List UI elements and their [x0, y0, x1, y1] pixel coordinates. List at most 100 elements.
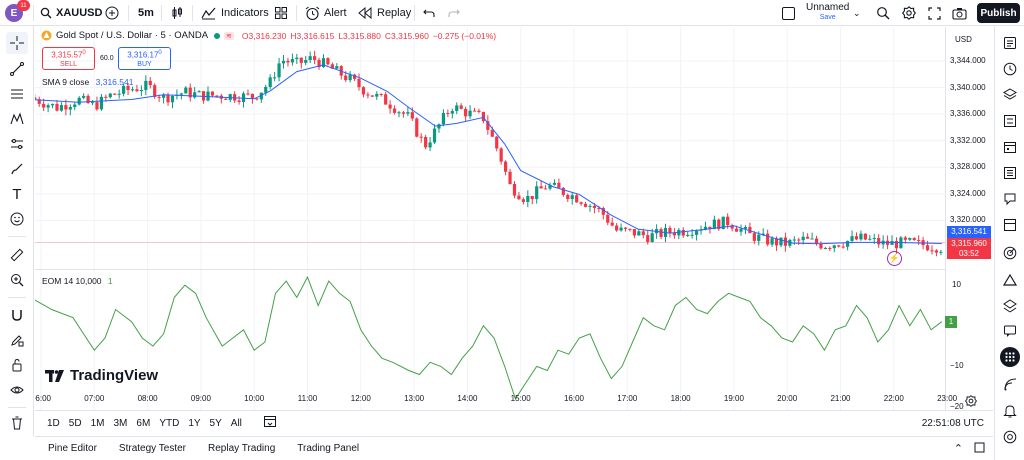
screener-button[interactable]: [999, 214, 1021, 236]
range-button[interactable]: 5D: [68, 418, 82, 429]
settings-button[interactable]: [902, 0, 916, 26]
interval-button[interactable]: 5m: [138, 7, 154, 19]
range-button[interactable]: All: [230, 418, 242, 429]
redo-button[interactable]: [448, 0, 460, 26]
forecast-tool[interactable]: [6, 133, 28, 155]
candle-body: [486, 121, 490, 130]
replay-button[interactable]: Replay: [358, 0, 411, 26]
clock-timezone[interactable]: 22:51:08 UTC: [921, 418, 984, 429]
indicators-button[interactable]: Indicators: [201, 0, 269, 26]
pattern-tool[interactable]: [6, 108, 28, 130]
range-button[interactable]: 6M: [136, 418, 151, 429]
candle-body: [686, 234, 690, 236]
candle-body: [601, 208, 605, 215]
fib-tool[interactable]: [6, 83, 28, 105]
products-button[interactable]: [999, 346, 1021, 368]
range-button[interactable]: 5Y: [209, 418, 222, 429]
axis-settings-button[interactable]: [965, 395, 977, 409]
quick-search-button[interactable]: [876, 0, 890, 26]
chart-area[interactable]: 06:00 07:00 08:00 09:00 10:00 11:00 12:00 13:00…: [35, 27, 993, 412]
bottom-tab[interactable]: Strategy Tester: [118, 443, 186, 454]
right-widget-bar: [994, 26, 1024, 460]
magnet-tool[interactable]: [6, 304, 28, 326]
notifications-button[interactable]: [999, 400, 1021, 422]
alert-button[interactable]: Alert: [305, 0, 347, 26]
candle-body: [757, 234, 761, 241]
object-tree-button[interactable]: [999, 320, 1021, 342]
dom-button[interactable]: [999, 295, 1021, 317]
time-tick: 17:00: [617, 394, 638, 403]
range-button[interactable]: 1M: [90, 418, 105, 429]
screener-icon: [1004, 219, 1016, 231]
candle-body: [752, 233, 756, 241]
calendar-button[interactable]: [999, 136, 1021, 158]
bottom-tab[interactable]: Trading Panel: [297, 443, 360, 454]
wave-icon: ≋: [224, 31, 234, 40]
measure-tool[interactable]: [6, 244, 28, 266]
range-button[interactable]: 1D: [47, 418, 60, 429]
publish-button[interactable]: Publish: [977, 3, 1020, 23]
layout-chevron-down-icon[interactable]: ⌄: [853, 7, 861, 18]
bottom-tab[interactable]: Replay Trading: [208, 443, 276, 454]
streams-button[interactable]: [999, 374, 1021, 396]
chart-type-button[interactable]: [170, 0, 184, 26]
stay-drawing-tool[interactable]: [6, 329, 28, 351]
candle-body: [406, 112, 410, 114]
chevron-up-icon[interactable]: ⌃: [953, 443, 963, 455]
range-button[interactable]: 1Y: [188, 418, 201, 429]
range-button[interactable]: YTD: [159, 418, 180, 429]
symbol-search[interactable]: XAUUSD: [40, 0, 102, 26]
lightning-icon[interactable]: ⚡: [887, 251, 902, 266]
hide-drawings-tool[interactable]: [6, 379, 28, 401]
layers-button[interactable]: [999, 84, 1021, 106]
candle-body: [566, 194, 570, 200]
maximize-button[interactable]: [974, 440, 985, 458]
calendar-icon: [1004, 142, 1016, 153]
remove-drawings-tool[interactable]: [6, 412, 28, 434]
news-button[interactable]: [999, 162, 1021, 184]
candle-body: [299, 57, 303, 63]
technicals-button[interactable]: [999, 242, 1021, 264]
candle-body: [743, 226, 748, 229]
zoom-tool[interactable]: [6, 269, 28, 291]
chart-canvas[interactable]: 06:00 07:00 08:00 09:00 10:00 11:00 12:00 13:00…: [35, 27, 993, 412]
candle-body: [530, 195, 534, 200]
emoji-tool[interactable]: [6, 208, 28, 230]
layout-checkbox[interactable]: [782, 0, 795, 26]
templates-button[interactable]: [274, 0, 288, 26]
candle-body: [157, 96, 161, 98]
trade-button[interactable]: [999, 269, 1021, 291]
lock-tool[interactable]: [6, 354, 28, 376]
candle-body: [286, 60, 290, 63]
snapshot-button[interactable]: [952, 0, 967, 26]
candle-body: [526, 195, 530, 202]
buy-button[interactable]: 3,316.170 BUY: [118, 47, 171, 70]
time-tick: 12:00: [351, 394, 372, 403]
price-tick: 3,344.000: [950, 55, 986, 65]
ohlc-low: L3,315.880: [338, 30, 381, 41]
undo-button[interactable]: [423, 0, 435, 26]
goto-date-button[interactable]: [263, 414, 277, 433]
market-status-dot: [214, 32, 221, 39]
hotlist-button[interactable]: [999, 110, 1021, 132]
watchlist-button[interactable]: [999, 32, 1021, 54]
range-button[interactable]: 3M: [113, 418, 128, 429]
sell-price: 3,315.570: [51, 50, 86, 60]
sma-legend[interactable]: SMA 9 close 3,316.541: [42, 77, 133, 87]
fullscreen-button[interactable]: [928, 0, 941, 26]
clock-icon: [1003, 62, 1017, 76]
alerts-panel-button[interactable]: [999, 58, 1021, 80]
brush-tool[interactable]: [6, 158, 28, 180]
text-tool[interactable]: T: [6, 183, 28, 205]
eom-legend[interactable]: EOM 14 10,000 1: [42, 276, 113, 286]
layout-name[interactable]: Unnamed Save: [806, 0, 849, 26]
compare-button[interactable]: [105, 0, 119, 26]
currency-label[interactable]: USD: [955, 35, 972, 44]
sell-button[interactable]: 3,315.570 SELL: [42, 47, 95, 70]
crosshair-tool[interactable]: [6, 32, 28, 54]
bottom-tab[interactable]: Pine Editor: [48, 443, 97, 454]
help-button[interactable]: [999, 426, 1021, 448]
ideas-button[interactable]: [999, 188, 1021, 210]
candle-body: [917, 240, 921, 242]
trendline-tool[interactable]: [6, 58, 28, 80]
